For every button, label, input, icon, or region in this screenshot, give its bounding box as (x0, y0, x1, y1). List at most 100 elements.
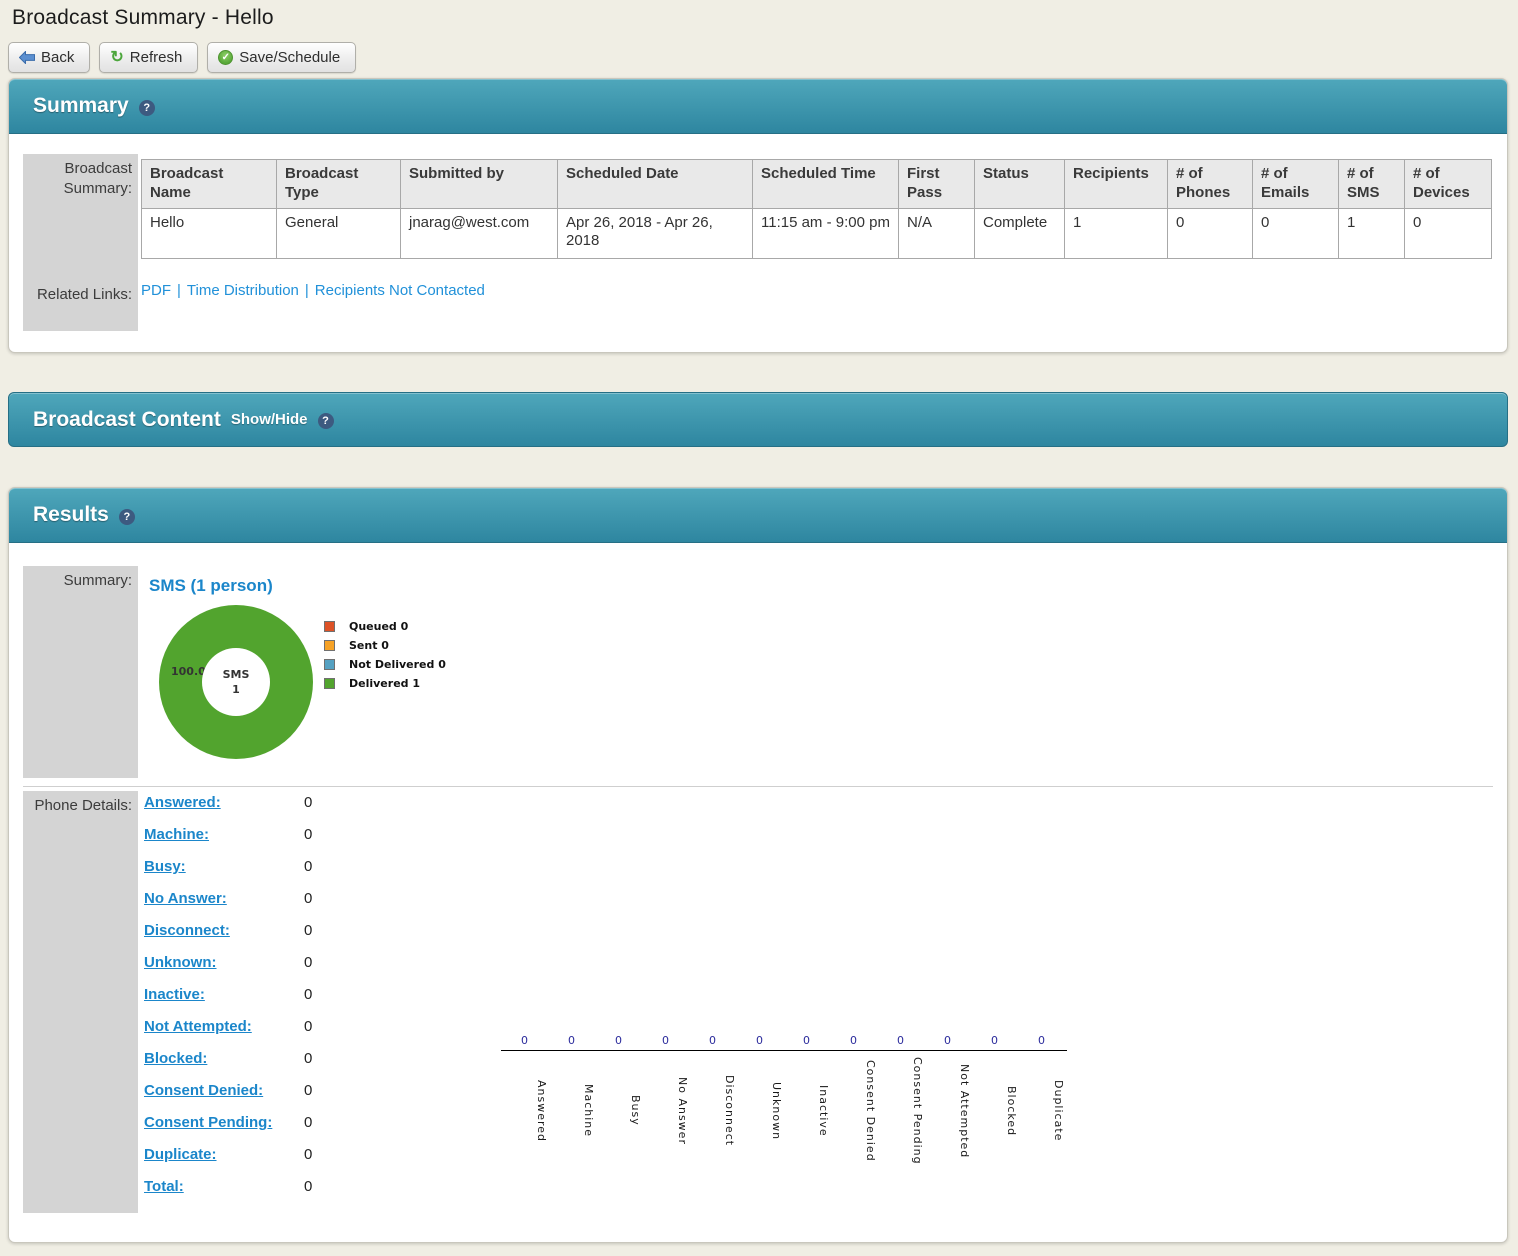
show-hide-toggle[interactable]: Show/Hide (231, 411, 308, 428)
broadcast-summary-label: Broadcast Summary: (23, 154, 138, 200)
column-header: Broadcast Type (277, 160, 401, 209)
bar-category: Consent Denied (830, 1057, 877, 1165)
column-header: # of Devices (1405, 160, 1492, 209)
cell-num-devices: 0 (1405, 208, 1492, 258)
legend-label: Not Delivered 0 (349, 658, 446, 671)
legend-label: Queued 0 (349, 620, 408, 633)
blocked-link[interactable]: Blocked: (144, 1050, 304, 1067)
related-links-label: Related Links: (23, 280, 138, 305)
list-item: Inactive:0 (144, 986, 312, 1018)
list-item: Answered:0 (144, 794, 312, 826)
legend-item: Not Delivered 0 (324, 658, 446, 671)
column-header: # of Phones (1168, 160, 1253, 209)
cell-first-pass: N/A (899, 208, 975, 258)
phone-details-label: Phone Details: (23, 791, 138, 816)
page-title: Broadcast Summary - Hello (12, 6, 274, 30)
refresh-button-label: Refresh (130, 49, 183, 66)
machine-value: 0 (304, 826, 312, 843)
broadcast-content-title: Broadcast Content (33, 408, 221, 432)
consent-pending-link[interactable]: Consent Pending: (144, 1114, 304, 1131)
cell-submitted-by: jnarag@west.com (401, 208, 558, 258)
legend-swatch-sent (324, 640, 335, 651)
table-row: Hello General jnarag@west.com Apr 26, 20… (142, 208, 1492, 258)
answered-link[interactable]: Answered: (144, 794, 304, 811)
bar-category: Unknown (736, 1057, 783, 1165)
unknown-link[interactable]: Unknown: (144, 954, 304, 971)
list-item: Unknown:0 (144, 954, 312, 986)
results-header-title: Results (33, 503, 109, 527)
list-item: Duplicate:0 (144, 1146, 312, 1178)
back-button[interactable]: Back (8, 42, 90, 73)
cell-scheduled-date: Apr 26, 2018 - Apr 26, 2018 (558, 208, 753, 258)
summary-row-label-cell: Broadcast Summary: Related Links: (23, 154, 138, 331)
bar-value: 0 (783, 1034, 830, 1047)
column-header: # of SMS (1339, 160, 1405, 209)
total-link[interactable]: Total: (144, 1178, 304, 1195)
toolbar: Back ↻ Refresh ✓ Save/Schedule (8, 42, 356, 73)
sms-chart-title: SMS (1 person) (149, 576, 273, 596)
busy-link[interactable]: Busy: (144, 858, 304, 875)
refresh-button[interactable]: ↻ Refresh (99, 42, 198, 73)
bar-value: 0 (501, 1034, 548, 1047)
not-attempted-link[interactable]: Not Attempted: (144, 1018, 304, 1035)
list-item: Disconnect:0 (144, 922, 312, 954)
cell-scheduled-time: 11:15 am - 9:00 pm (753, 208, 899, 258)
no-answer-link[interactable]: No Answer: (144, 890, 304, 907)
time-distribution-link[interactable]: Time Distribution (187, 282, 299, 299)
donut-center: SMS 1 (202, 648, 270, 716)
legend-item: Delivered 1 (324, 677, 446, 690)
bar-value: 0 (971, 1034, 1018, 1047)
bar-category: Inactive (783, 1057, 830, 1165)
link-separator: | (305, 282, 309, 299)
not-attempted-value: 0 (304, 1018, 312, 1035)
consent-denied-link[interactable]: Consent Denied: (144, 1082, 304, 1099)
column-header: Status (975, 160, 1065, 209)
consent-denied-value: 0 (304, 1082, 312, 1099)
list-item: Consent Pending:0 (144, 1114, 312, 1146)
inactive-value: 0 (304, 986, 312, 1003)
bar-category: Busy (595, 1057, 642, 1165)
bar-category: Duplicate (1018, 1057, 1065, 1165)
no-answer-value: 0 (304, 890, 312, 907)
column-header: # of Emails (1253, 160, 1339, 209)
consent-pending-value: 0 (304, 1114, 312, 1131)
bar-category: Consent Pending (877, 1057, 924, 1165)
cell-num-phones: 0 (1168, 208, 1253, 258)
results-summary-label-cell: Summary: (23, 566, 138, 778)
help-icon[interactable]: ? (318, 413, 334, 429)
disconnect-link[interactable]: Disconnect: (144, 922, 304, 939)
refresh-icon: ↻ (110, 51, 123, 65)
save-schedule-button[interactable]: ✓ Save/Schedule (207, 42, 356, 73)
help-icon[interactable]: ? (139, 100, 155, 116)
list-item: Consent Denied:0 (144, 1082, 312, 1114)
column-header: Scheduled Time (753, 160, 899, 209)
legend-swatch-queued (324, 621, 335, 632)
bar-category: Disconnect (689, 1057, 736, 1165)
results-header-bar: Results ? (9, 488, 1507, 543)
sms-donut-chart: 100.0% SMS 1 (159, 605, 313, 759)
recipients-not-contacted-link[interactable]: Recipients Not Contacted (315, 282, 485, 299)
list-item: Machine:0 (144, 826, 312, 858)
list-item: No Answer:0 (144, 890, 312, 922)
summary-header-bar: Summary ? (9, 79, 1507, 134)
bar-category-labels: Answered Machine Busy No Answer Disconne… (501, 1057, 1067, 1165)
related-links: PDF|Time Distribution|Recipients Not Con… (141, 282, 485, 299)
phone-results-bar-chart: 0 0 0 0 0 0 0 0 0 0 0 0 Answered Machine… (501, 1034, 1067, 1165)
bar-value: 0 (924, 1034, 971, 1047)
help-icon[interactable]: ? (119, 509, 135, 525)
list-item: Total:0 (144, 1178, 312, 1210)
duplicate-link[interactable]: Duplicate: (144, 1146, 304, 1163)
cell-num-emails: 0 (1253, 208, 1339, 258)
bar-category: Not Attempted (924, 1057, 971, 1165)
machine-link[interactable]: Machine: (144, 826, 304, 843)
phone-details-list: Answered:0 Machine:0 Busy:0 No Answer:0 … (144, 794, 312, 1210)
broadcast-content-header-bar: Broadcast Content Show/Hide ? (8, 392, 1508, 447)
inactive-link[interactable]: Inactive: (144, 986, 304, 1003)
back-arrow-icon (19, 51, 35, 64)
pdf-link[interactable]: PDF (141, 282, 171, 299)
answered-value: 0 (304, 794, 312, 811)
column-header: First Pass (899, 160, 975, 209)
legend-swatch-not-delivered (324, 659, 335, 670)
bar-value: 0 (736, 1034, 783, 1047)
column-header: Broadcast Name (142, 160, 277, 209)
